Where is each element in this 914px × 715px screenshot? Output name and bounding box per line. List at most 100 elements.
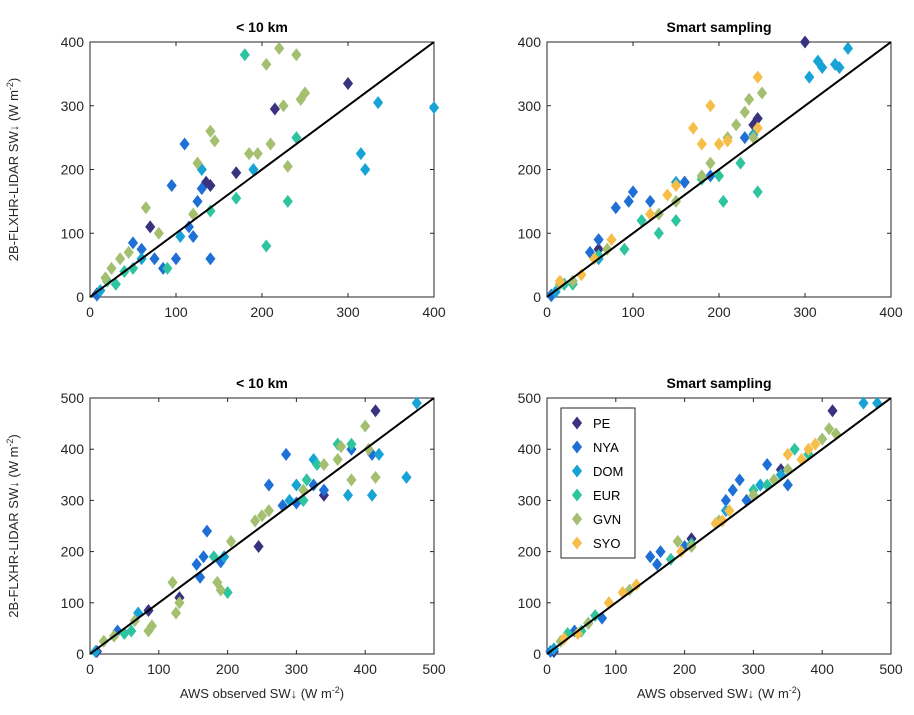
marker-nya bbox=[170, 252, 182, 266]
chart-title: Smart sampling bbox=[666, 19, 771, 35]
y-tick-label: 400 bbox=[61, 441, 85, 457]
marker-eur bbox=[762, 478, 773, 492]
marker-dom bbox=[830, 57, 841, 71]
marker-eur bbox=[162, 261, 173, 275]
marker-nya bbox=[166, 178, 177, 192]
marker-syo bbox=[722, 134, 733, 148]
marker-gvn bbox=[265, 137, 276, 151]
marker-dom bbox=[834, 61, 845, 74]
x-tick-label: 200 bbox=[707, 304, 731, 320]
marker-eur bbox=[291, 131, 302, 145]
marker-pe bbox=[145, 220, 156, 234]
marker-eur bbox=[346, 437, 357, 451]
marker-gvn bbox=[744, 92, 755, 106]
marker-eur bbox=[670, 214, 682, 227]
marker-gvn bbox=[705, 156, 716, 170]
marker-gvn bbox=[225, 534, 237, 548]
marker-eur bbox=[619, 242, 630, 256]
data-layer bbox=[546, 36, 892, 303]
marker-dom bbox=[373, 96, 384, 110]
marker-nya bbox=[191, 557, 202, 571]
x-tick-label: 0 bbox=[86, 661, 94, 677]
panel-top-left: 0 100 200 300 400 0 100 200 300 400 < 10 km 2B-FLXH… bbox=[5, 19, 446, 320]
marker-syo bbox=[705, 99, 716, 113]
marker-gvn bbox=[153, 226, 164, 240]
legend-marker-dom bbox=[571, 464, 583, 478]
marker-syo bbox=[576, 268, 587, 282]
marker-syo bbox=[554, 274, 565, 288]
marker-dom bbox=[355, 147, 366, 161]
marker-gvn bbox=[146, 619, 157, 633]
marker-nya bbox=[627, 185, 639, 199]
marker-gvn bbox=[299, 86, 311, 100]
marker-eur bbox=[718, 194, 729, 208]
marker-syo bbox=[810, 437, 821, 451]
marker-nya bbox=[127, 236, 139, 250]
marker-eur bbox=[653, 226, 664, 240]
marker-gvn bbox=[167, 575, 178, 589]
y-tick-label: 200 bbox=[61, 162, 85, 178]
y-tick-label: 400 bbox=[61, 34, 85, 50]
marker-eur bbox=[665, 552, 676, 566]
marker-dom bbox=[401, 470, 412, 484]
marker-gvn bbox=[192, 156, 203, 170]
legend-marker-eur bbox=[571, 488, 583, 502]
marker-dom bbox=[411, 396, 422, 410]
x-tick-label: 100 bbox=[164, 304, 188, 320]
marker-gvn bbox=[170, 606, 182, 620]
x-axis-label: AWS observed SW↓ (W m-2) bbox=[637, 685, 801, 701]
marker-nya bbox=[655, 545, 666, 559]
x-axis-label: AWS observed SW↓ (W m-2) bbox=[180, 685, 344, 701]
marker-dom bbox=[291, 478, 302, 492]
marker-pe bbox=[827, 404, 838, 418]
axes-box bbox=[89, 397, 435, 655]
marker-nya bbox=[183, 220, 194, 234]
axes-box bbox=[546, 397, 892, 655]
y-tick-label: 400 bbox=[518, 34, 542, 50]
marker-eur bbox=[636, 214, 647, 227]
x-tick-label: 300 bbox=[793, 304, 817, 320]
x-tick-label: 400 bbox=[422, 304, 446, 320]
marker-gvn bbox=[696, 169, 707, 183]
y-tick-label: 0 bbox=[76, 646, 84, 662]
x-tick-label: 0 bbox=[86, 304, 94, 320]
panel-top-right: 0 100 200 300 400 0 100 200 300 400 Smart sampling bbox=[518, 19, 903, 320]
marker-gvn bbox=[263, 504, 274, 518]
marker-syo bbox=[713, 137, 725, 151]
marker-gvn bbox=[174, 596, 185, 610]
marker-gvn bbox=[756, 86, 768, 100]
y-tick-label: 500 bbox=[61, 390, 85, 406]
marker-dom bbox=[550, 285, 561, 299]
marker-dom bbox=[428, 101, 440, 115]
marker-eur bbox=[261, 239, 272, 253]
marker-gvn bbox=[256, 509, 268, 523]
marker-gvn bbox=[115, 252, 126, 266]
marker-eur bbox=[239, 48, 250, 62]
marker-nya bbox=[679, 175, 690, 189]
chart-title: < 10 km bbox=[236, 19, 288, 35]
y-tick-label: 0 bbox=[533, 289, 541, 305]
marker-pe bbox=[269, 102, 280, 116]
marker-nya bbox=[192, 194, 203, 208]
marker-syo bbox=[670, 178, 682, 192]
marker-syo bbox=[782, 447, 793, 461]
marker-syo bbox=[688, 121, 699, 135]
legend-label-eur: EUR bbox=[593, 488, 620, 503]
marker-nya bbox=[645, 550, 656, 564]
marker-gvn bbox=[123, 245, 134, 259]
legend-label-nya: NYA bbox=[593, 440, 619, 455]
marker-syo bbox=[645, 207, 656, 221]
y-tick-label: 100 bbox=[518, 595, 542, 611]
marker-gvn bbox=[252, 147, 263, 161]
marker-eur bbox=[735, 156, 746, 170]
marker-dom bbox=[175, 229, 186, 243]
marker-gvn bbox=[332, 452, 343, 466]
y-tick-label: 200 bbox=[61, 544, 85, 560]
panel-bottom-left: 0 100 200 300 400 500 0 100 200 300 400 500 < 10 km 2… bbox=[5, 375, 446, 701]
marker-gvn bbox=[215, 583, 226, 597]
marker-nya bbox=[188, 229, 199, 243]
marker-gvn bbox=[824, 422, 835, 436]
x-tick-label: 500 bbox=[422, 661, 446, 677]
marker-syo bbox=[752, 121, 763, 135]
legend-marker-syo bbox=[571, 536, 583, 550]
